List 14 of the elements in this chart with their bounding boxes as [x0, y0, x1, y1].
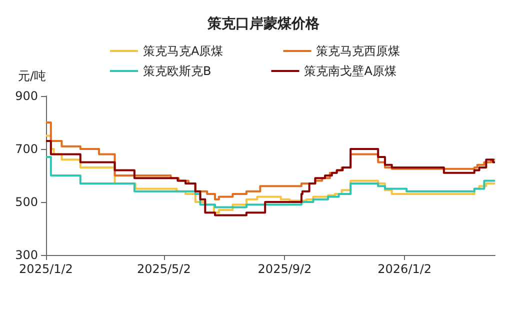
x-tick-label: 2026/1/2 — [378, 262, 432, 276]
legend-label: 策克马克A原煤 — [143, 44, 224, 58]
legend-label: 策克南戈壁A原煤 — [304, 64, 396, 78]
y-tick-label: 700 — [15, 142, 38, 156]
legend-label: 策克马克西原煤 — [316, 44, 400, 58]
x-tick-label: 2025/1/2 — [19, 262, 73, 276]
y-axis-title: 元/吨 — [18, 69, 46, 83]
y-tick-label: 300 — [15, 248, 38, 262]
x-tick-label: 2025/9/2 — [258, 262, 312, 276]
y-tick-label: 500 — [15, 195, 38, 209]
x-tick-label: 2025/5/2 — [136, 262, 191, 276]
y-tick-label: 900 — [15, 89, 38, 103]
chart-title: 策克口岸蒙煤价格 — [206, 16, 320, 32]
legend-label: 策克欧斯克B — [143, 64, 212, 78]
